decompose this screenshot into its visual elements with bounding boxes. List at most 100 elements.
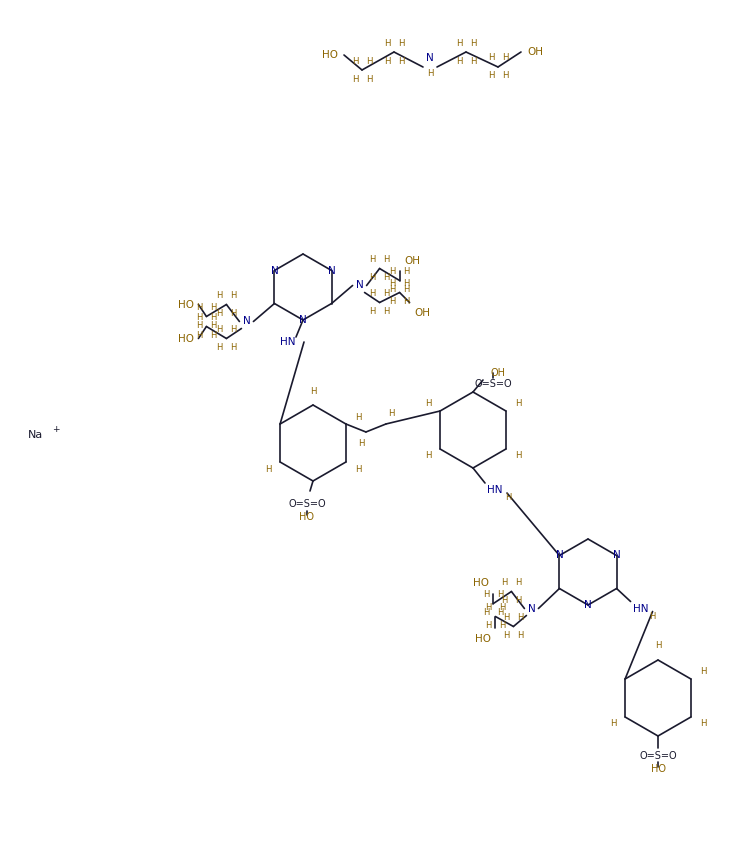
Text: H: H bbox=[210, 313, 217, 322]
Text: HO: HO bbox=[322, 50, 338, 60]
Text: N: N bbox=[243, 316, 250, 327]
Text: HO: HO bbox=[300, 512, 314, 522]
Text: H: H bbox=[310, 386, 316, 396]
Text: H: H bbox=[196, 331, 202, 340]
Text: H: H bbox=[369, 289, 376, 298]
Text: N: N bbox=[270, 265, 279, 276]
Text: H: H bbox=[649, 612, 656, 621]
Text: H: H bbox=[389, 267, 396, 276]
Text: O=S=O: O=S=O bbox=[288, 499, 326, 509]
Text: H: H bbox=[486, 621, 492, 630]
Text: HO: HO bbox=[179, 334, 194, 344]
Text: O=S=O: O=S=O bbox=[639, 751, 677, 761]
Text: H: H bbox=[425, 452, 431, 461]
Text: H: H bbox=[383, 289, 390, 298]
Text: H: H bbox=[501, 578, 508, 587]
Text: H: H bbox=[384, 56, 390, 66]
Text: H: H bbox=[499, 621, 506, 630]
Text: H: H bbox=[488, 72, 495, 80]
Text: H: H bbox=[501, 596, 508, 605]
Text: H: H bbox=[210, 303, 217, 312]
Text: H: H bbox=[216, 343, 223, 352]
Text: H: H bbox=[470, 56, 477, 66]
Text: HN: HN bbox=[280, 337, 296, 347]
Text: H: H bbox=[210, 321, 217, 330]
Text: H: H bbox=[515, 399, 521, 409]
Text: H: H bbox=[517, 631, 524, 640]
Text: HO: HO bbox=[179, 300, 194, 309]
Text: H: H bbox=[389, 285, 396, 294]
Text: H: H bbox=[498, 608, 503, 617]
Text: H: H bbox=[358, 439, 364, 448]
Text: H: H bbox=[403, 285, 410, 294]
Text: H: H bbox=[700, 668, 706, 677]
Text: H: H bbox=[655, 641, 661, 651]
Text: N: N bbox=[527, 603, 536, 613]
Text: H: H bbox=[515, 596, 521, 605]
Text: OH: OH bbox=[405, 256, 421, 265]
Text: N: N bbox=[328, 265, 335, 276]
Text: N: N bbox=[584, 600, 592, 610]
Text: H: H bbox=[483, 608, 489, 617]
Text: H: H bbox=[483, 590, 489, 599]
Text: H: H bbox=[383, 255, 390, 264]
Text: H: H bbox=[488, 54, 495, 62]
Text: H: H bbox=[366, 56, 372, 66]
Text: H: H bbox=[515, 578, 521, 587]
Text: HN: HN bbox=[487, 485, 503, 495]
Text: H: H bbox=[470, 39, 477, 48]
Text: HO: HO bbox=[475, 634, 492, 645]
Text: HO: HO bbox=[474, 579, 489, 588]
Text: HO: HO bbox=[651, 764, 666, 774]
Text: H: H bbox=[210, 331, 217, 340]
Text: H: H bbox=[369, 255, 376, 264]
Text: H: H bbox=[503, 613, 509, 622]
Text: O=S=O: O=S=O bbox=[474, 379, 512, 389]
Text: H: H bbox=[196, 321, 202, 330]
Text: N: N bbox=[356, 281, 364, 290]
Text: H: H bbox=[427, 68, 433, 78]
Text: H: H bbox=[366, 74, 372, 84]
Text: H: H bbox=[610, 720, 616, 728]
Text: H: H bbox=[499, 603, 506, 612]
Text: H: H bbox=[397, 56, 404, 66]
Text: H: H bbox=[383, 307, 390, 316]
Text: H: H bbox=[355, 465, 362, 473]
Text: H: H bbox=[515, 452, 521, 461]
Text: H: H bbox=[403, 297, 410, 306]
Text: N: N bbox=[426, 53, 434, 63]
Text: H: H bbox=[264, 465, 271, 473]
Text: H: H bbox=[355, 412, 362, 422]
Text: H: H bbox=[369, 307, 376, 316]
Text: N: N bbox=[556, 550, 563, 561]
Text: H: H bbox=[389, 279, 396, 288]
Text: H: H bbox=[196, 313, 202, 322]
Text: H: H bbox=[230, 309, 237, 318]
Text: N: N bbox=[613, 550, 621, 561]
Text: Na: Na bbox=[28, 430, 43, 440]
Text: H: H bbox=[503, 631, 509, 640]
Text: OH: OH bbox=[527, 47, 543, 57]
Text: H: H bbox=[388, 410, 394, 418]
Text: H: H bbox=[700, 720, 706, 728]
Text: H: H bbox=[498, 590, 503, 599]
Text: H: H bbox=[397, 39, 404, 48]
Text: H: H bbox=[369, 273, 376, 282]
Text: H: H bbox=[216, 309, 223, 318]
Text: H: H bbox=[502, 54, 508, 62]
Text: H: H bbox=[403, 279, 410, 288]
Text: H: H bbox=[230, 343, 237, 352]
Text: HN: HN bbox=[633, 603, 648, 613]
Text: H: H bbox=[502, 72, 508, 80]
Text: H: H bbox=[456, 56, 462, 66]
Text: H: H bbox=[456, 39, 462, 48]
Text: H: H bbox=[383, 273, 390, 282]
Text: H: H bbox=[352, 74, 359, 84]
Text: H: H bbox=[505, 493, 511, 503]
Text: +: + bbox=[52, 425, 60, 435]
Text: H: H bbox=[196, 303, 202, 312]
Text: H: H bbox=[216, 325, 223, 334]
Text: H: H bbox=[230, 325, 237, 334]
Text: H: H bbox=[486, 603, 492, 612]
Text: H: H bbox=[425, 399, 431, 409]
